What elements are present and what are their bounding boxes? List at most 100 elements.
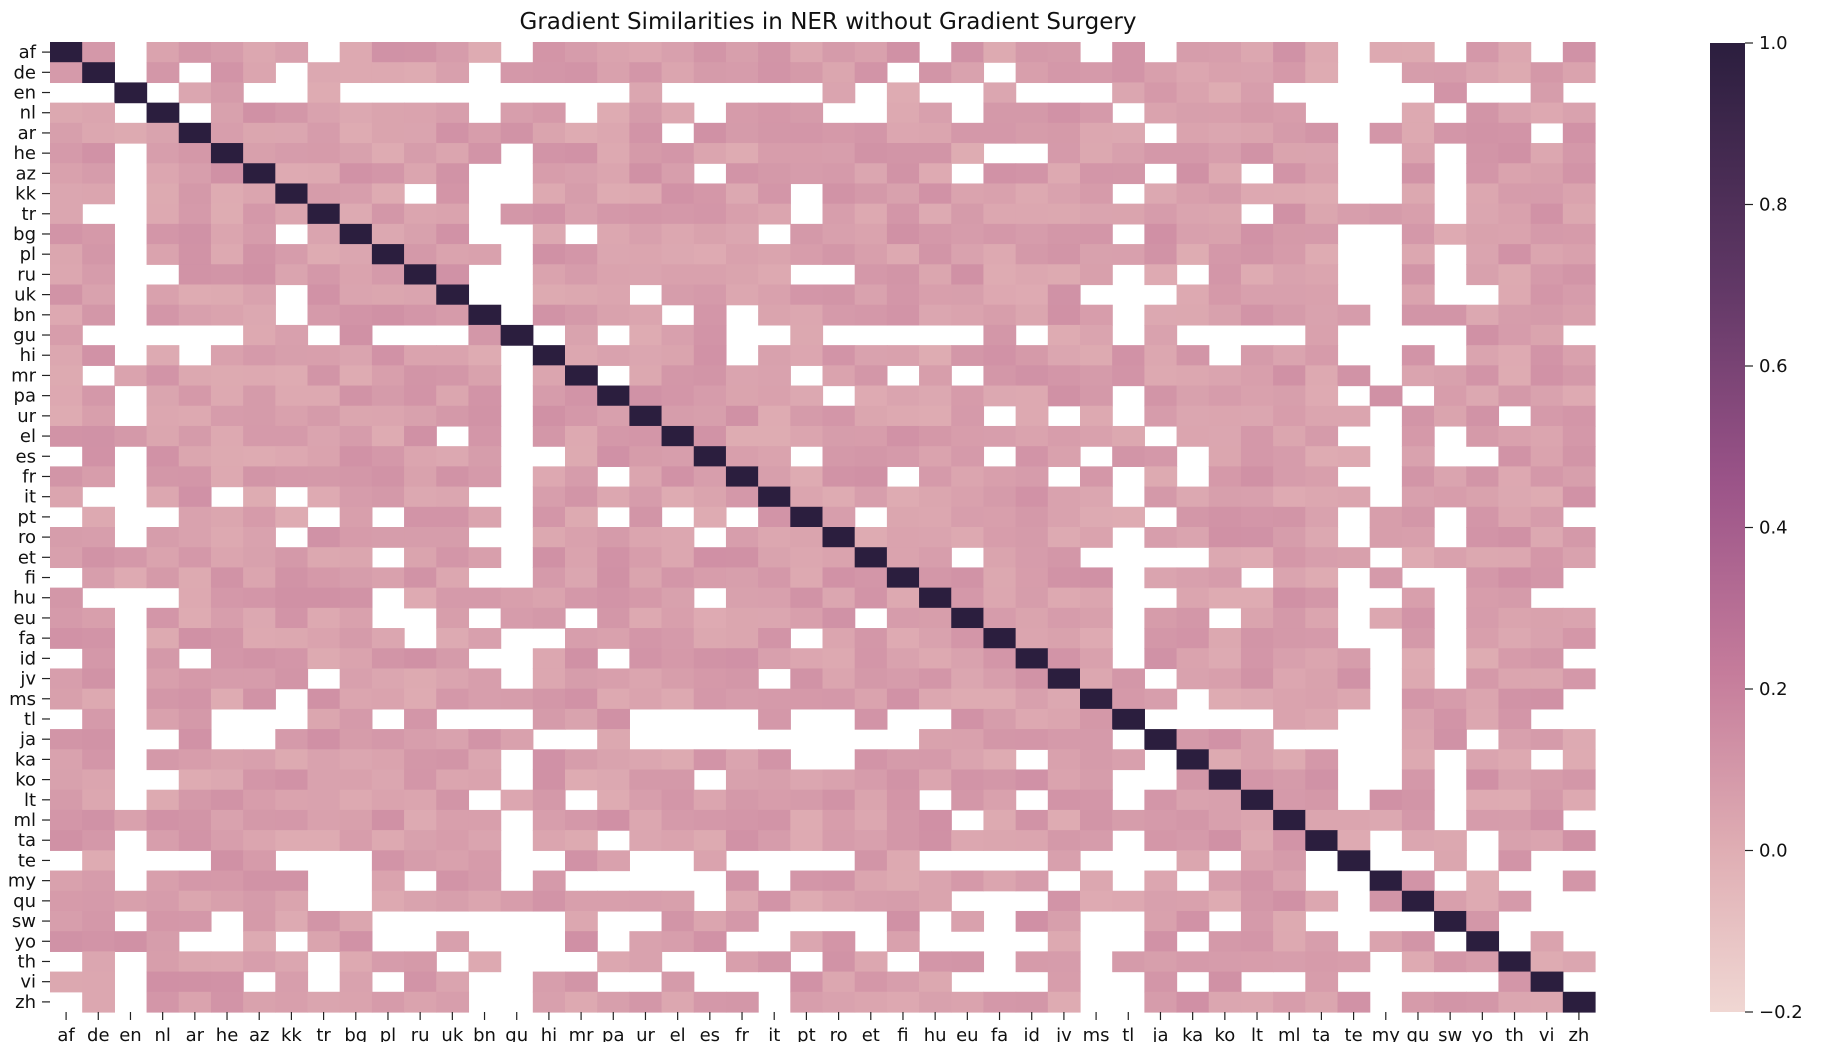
heatmap-cell <box>1530 284 1564 306</box>
heatmap-cell <box>1080 688 1113 710</box>
heatmap-cell <box>822 62 856 84</box>
heatmap-cell <box>339 385 373 407</box>
heatmap-cell <box>790 789 824 811</box>
heatmap-cell <box>436 587 470 609</box>
heatmap-cell <box>822 143 856 164</box>
heatmap-cell <box>1498 607 1532 629</box>
column-tick-label: uk <box>441 1025 463 1042</box>
heatmap-cell <box>307 688 341 710</box>
heatmap-cell <box>146 203 180 225</box>
heatmap-cell <box>1208 769 1242 791</box>
heatmap-cell <box>1305 830 1339 851</box>
heatmap-cell <box>210 284 244 306</box>
heatmap-cell <box>50 284 83 306</box>
heatmap-cell <box>1240 890 1274 912</box>
heatmap-cell <box>758 264 791 286</box>
heatmap-cell <box>50 527 83 548</box>
heatmap-cell <box>339 324 373 346</box>
heatmap-cell <box>822 486 856 508</box>
heatmap-cell <box>1240 304 1274 326</box>
heatmap-cell <box>597 587 630 609</box>
heatmap-cell <box>1015 688 1049 710</box>
heatmap-cell <box>1240 870 1274 892</box>
heatmap-cell <box>532 284 566 306</box>
heatmap-cell <box>854 304 888 326</box>
heatmap-cell <box>82 668 115 690</box>
heatmap-cell <box>1144 527 1178 548</box>
heatmap-cell <box>436 729 470 750</box>
heatmap-cell <box>178 830 212 851</box>
heatmap-cell <box>1273 931 1306 952</box>
heatmap-cell <box>532 991 566 1013</box>
heatmap-cell <box>1562 183 1596 205</box>
heatmap-cell <box>629 122 663 144</box>
heatmap-cell <box>629 688 663 710</box>
column-tick-label: fr <box>735 1025 749 1042</box>
heatmap-cell <box>1047 648 1081 670</box>
heatmap-cell <box>1273 708 1306 730</box>
heatmap-cell <box>1047 345 1081 366</box>
heatmap-cell <box>951 870 985 892</box>
heatmap-cell <box>1305 708 1339 730</box>
column-tick-label: ru <box>411 1025 430 1042</box>
heatmap-cell <box>1144 486 1178 508</box>
heatmap-cell <box>1401 62 1435 84</box>
heatmap-cell <box>1273 830 1306 851</box>
heatmap-cell <box>1498 971 1532 993</box>
heatmap-cell <box>1369 890 1403 912</box>
heatmap-cell <box>693 324 727 346</box>
heatmap-cell <box>1434 830 1467 851</box>
heatmap-cell <box>1562 163 1596 185</box>
heatmap-cell <box>436 668 470 690</box>
heatmap-cell <box>758 446 791 467</box>
heatmap-cell <box>1080 163 1113 185</box>
heatmap-cell <box>1530 567 1564 589</box>
heatmap-cell <box>1498 304 1532 326</box>
heatmap-cell <box>886 547 920 569</box>
heatmap-cell <box>565 890 598 912</box>
heatmap-cell <box>50 971 83 993</box>
heatmap-cell <box>243 486 276 508</box>
heatmap-cell <box>1337 486 1371 508</box>
heatmap-cell <box>1047 223 1081 245</box>
heatmap-cell <box>1466 244 1500 265</box>
heatmap-cell <box>50 304 83 326</box>
heatmap-cell <box>1208 527 1242 548</box>
heatmap-cell <box>758 405 791 427</box>
heatmap-cell <box>919 425 952 447</box>
column-tick-label: eu <box>956 1025 978 1042</box>
heatmap-cell <box>790 688 824 710</box>
heatmap-cell <box>178 486 212 508</box>
heatmap-cell <box>1015 163 1049 185</box>
heatmap-cell <box>758 567 791 589</box>
heatmap-cell <box>1562 304 1596 326</box>
heatmap-cell <box>886 830 920 851</box>
row-tick-label: kk <box>15 184 36 205</box>
heatmap-cell <box>1530 486 1564 508</box>
heatmap-cell <box>50 749 83 771</box>
heatmap-cell <box>919 587 952 609</box>
heatmap-cell <box>822 223 856 245</box>
heatmap-cell <box>629 446 663 467</box>
heatmap-cell <box>1273 607 1306 629</box>
heatmap-cell <box>919 991 952 1013</box>
heatmap-cell <box>725 223 759 245</box>
heatmap-cell <box>1047 163 1081 185</box>
heatmap-cell <box>1208 648 1242 670</box>
heatmap-cell <box>468 870 502 892</box>
heatmap-cell <box>1337 809 1371 831</box>
heatmap-cell <box>1240 850 1274 872</box>
heatmap-cell <box>210 385 244 407</box>
heatmap-cell <box>1047 264 1081 286</box>
heatmap-cell <box>983 547 1017 569</box>
heatmap-cell <box>210 365 244 387</box>
heatmap-cell <box>1401 425 1435 447</box>
heatmap-cell <box>693 345 727 366</box>
heatmap-cell <box>629 324 663 346</box>
heatmap-cell <box>1530 203 1564 225</box>
heatmap-cell <box>82 769 115 791</box>
heatmap-cell <box>1144 365 1178 387</box>
heatmap-cell <box>725 42 759 63</box>
heatmap-cell <box>339 910 373 932</box>
heatmap-cell <box>210 587 244 609</box>
